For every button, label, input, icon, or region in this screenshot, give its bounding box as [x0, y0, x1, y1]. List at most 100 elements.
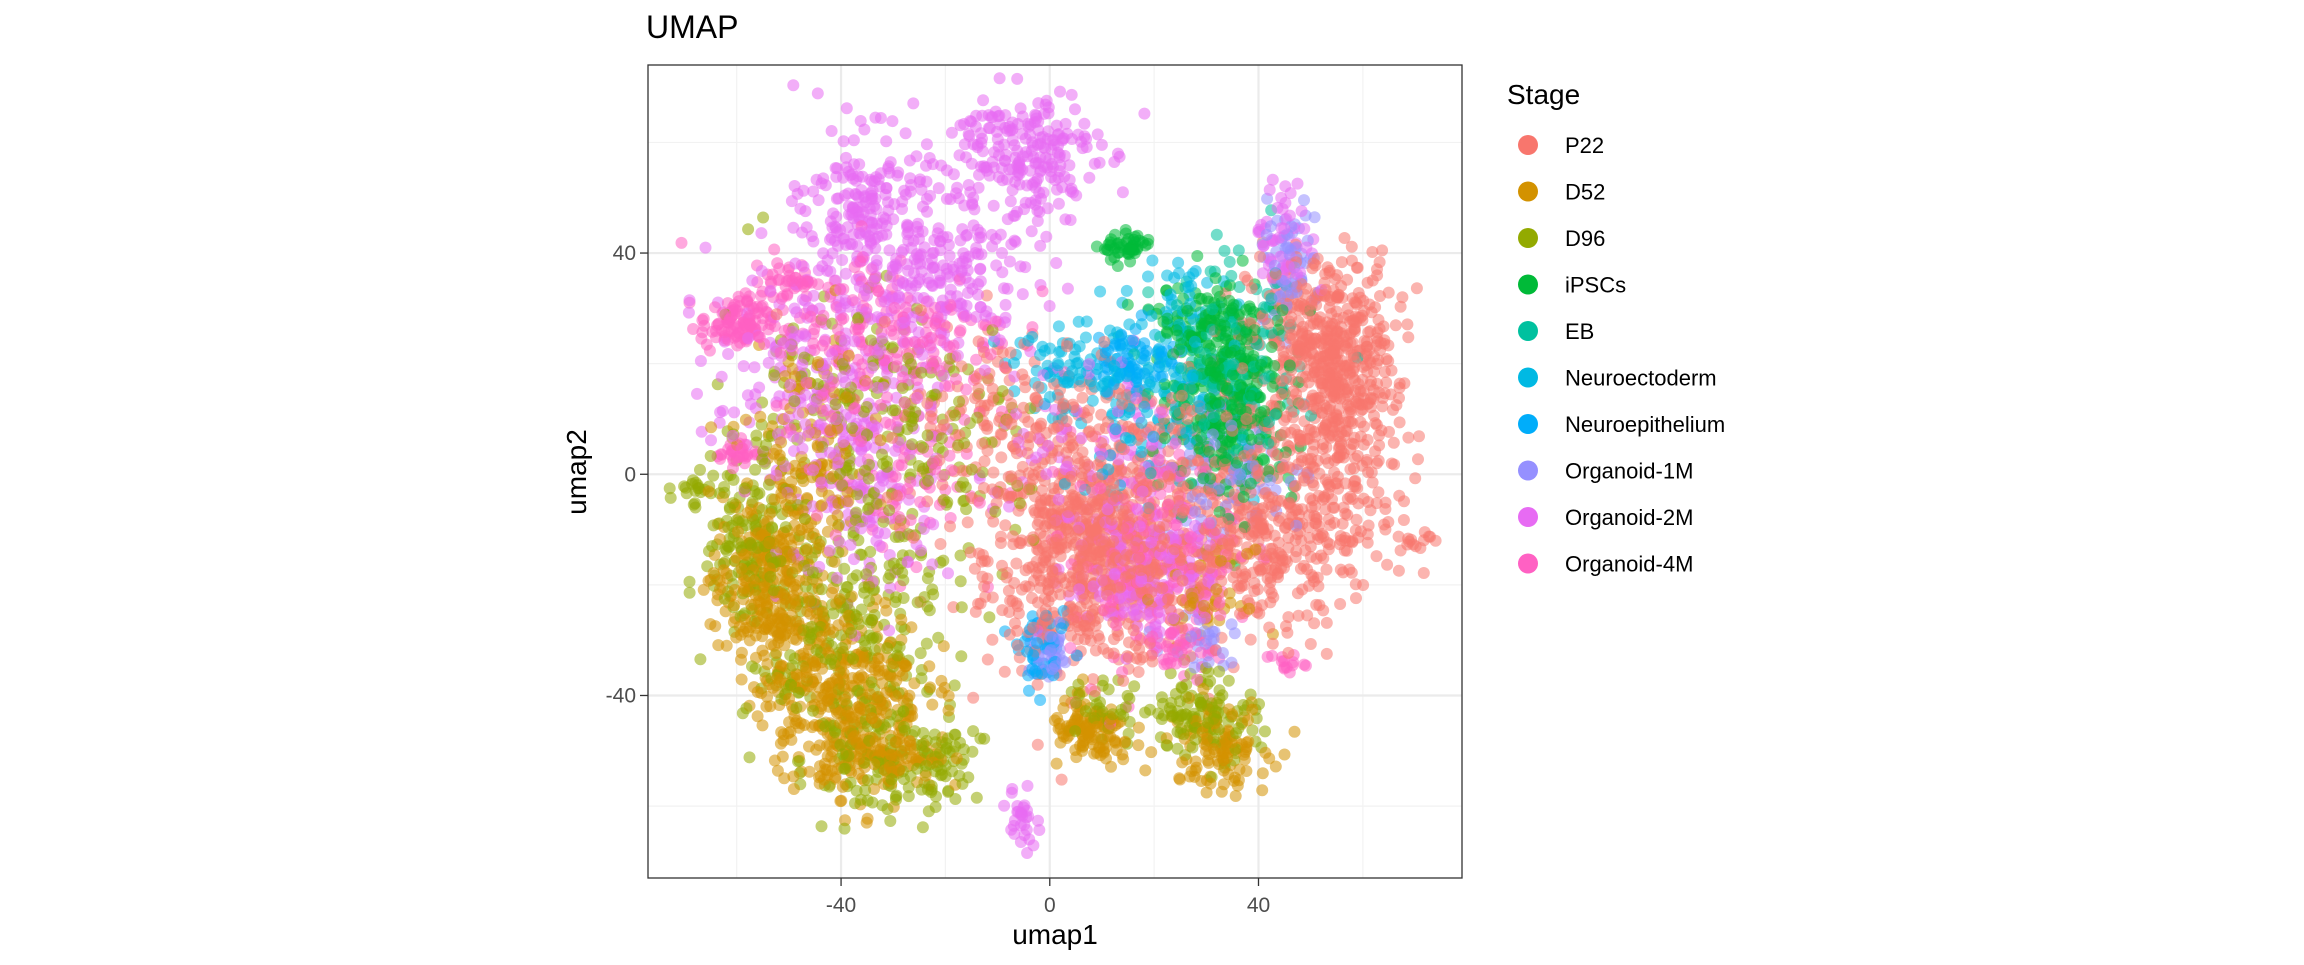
scatter-point-neuroectoderm — [1080, 332, 1092, 344]
scatter-point-p22 — [1398, 377, 1410, 389]
scatter-point-d52 — [777, 751, 789, 763]
scatter-point-p22 — [1418, 534, 1430, 546]
scatter-point-neuroectoderm — [1081, 316, 1093, 328]
scatter-point-organoid-2m — [1078, 118, 1090, 130]
scatter-point-organoid-2m — [977, 94, 989, 106]
scatter-point-organoid-2m — [1117, 186, 1129, 198]
scatter-point-p22 — [1007, 530, 1019, 542]
scatter-point-organoid-2m — [926, 558, 938, 570]
scatter-point-d96 — [926, 780, 938, 792]
scatter-point-p22 — [1334, 598, 1346, 610]
scatter-point-d96 — [742, 223, 754, 235]
scatter-point-organoid-2m — [1050, 257, 1062, 269]
scatter-point-organoid-2m — [787, 79, 799, 91]
scatter-point-p22 — [1373, 455, 1385, 467]
scatter-point-organoid-4m — [1037, 285, 1049, 297]
scatter-point-organoid-2m — [1042, 202, 1054, 214]
scatter-point-d52 — [923, 660, 935, 672]
scatter-point-p22 — [995, 451, 1007, 463]
scatter-point-p22 — [1386, 365, 1398, 377]
scatter-point-neuroectoderm — [1173, 267, 1185, 279]
scatter-point-p22 — [1245, 634, 1257, 646]
scatter-point-neuroectoderm — [1142, 271, 1154, 283]
scatter-point-d96 — [684, 576, 696, 588]
scatter-point-d52 — [1230, 790, 1242, 802]
scatter-point-p22 — [1371, 550, 1383, 562]
scatter-point-d52 — [705, 421, 717, 433]
scatter-point-d96 — [923, 805, 935, 817]
scatter-point-organoid-2m — [1008, 210, 1020, 222]
scatter-point-organoid-2m — [990, 259, 1002, 271]
scatter-point-organoid-2m — [840, 152, 852, 164]
scatter-point-organoid-2m — [738, 360, 750, 372]
scatter-point-organoid-2m — [705, 434, 717, 446]
scatter-point-d96 — [1180, 679, 1192, 691]
scatter-point-p22 — [1346, 241, 1358, 253]
scatter-point-d52 — [788, 783, 800, 795]
scatter-point-organoid-2m — [1044, 300, 1056, 312]
scatter-point-organoid-2m — [1017, 288, 1029, 300]
scatter-point-p22 — [978, 580, 990, 592]
scatter-point-p22 — [1280, 620, 1292, 632]
scatter-point-p22 — [987, 592, 999, 604]
scatter-point-d96 — [1103, 683, 1115, 695]
scatter-point-d96 — [1223, 675, 1235, 687]
scatter-point-neuroectoderm — [1146, 255, 1158, 267]
scatter-point-d52 — [936, 687, 948, 699]
scatter-point-ipscs — [1191, 250, 1203, 262]
scatter-point-organoid-2m — [951, 182, 963, 194]
scatter-point-organoid-2m — [934, 269, 946, 281]
scatter-point-d96 — [757, 212, 769, 224]
scatter-point-organoid-2m — [1083, 172, 1095, 184]
scatter-point-p22 — [975, 598, 987, 610]
scatter-point-organoid-2m — [700, 242, 712, 254]
scatter-point-p22 — [1393, 565, 1405, 577]
scatter-point-eb — [1233, 244, 1245, 256]
scatter-point-organoid-2m — [1138, 108, 1150, 120]
scatter-point-p22 — [1336, 256, 1348, 268]
scatter-point-organoid-2m — [838, 135, 850, 147]
scatter-point-d96 — [917, 821, 929, 833]
scatter-point-organoid-2m — [1062, 283, 1074, 295]
scatter-point-eb — [1211, 229, 1223, 241]
scatter-point-organoid-2m — [986, 240, 998, 252]
scatter-point-organoid-2m — [1006, 787, 1018, 799]
scatter-point-p22 — [1087, 673, 1099, 685]
scatter-point-p22 — [982, 654, 994, 666]
scatter-point-organoid-2m — [1267, 174, 1279, 186]
scatter-point-organoid-2m — [942, 567, 954, 579]
scatter-point-d52 — [1116, 749, 1128, 761]
scatter-point-eb — [1142, 286, 1154, 298]
scatter-point-d96 — [938, 494, 950, 506]
scatter-point-organoid-2m — [976, 133, 988, 145]
scatter-point-p22 — [1396, 291, 1408, 303]
scatter-point-p22 — [1390, 319, 1402, 331]
scatter-point-organoid-2m — [954, 149, 966, 161]
scatter-point-p22 — [1242, 274, 1254, 286]
scatter-point-organoid-4m — [676, 237, 688, 249]
scatter-point-p22 — [1056, 774, 1068, 786]
scatter-point-p22 — [1387, 404, 1399, 416]
scatter-point-d96 — [865, 335, 877, 347]
scatter-point-p22 — [1402, 331, 1414, 343]
scatter-point-organoid-2m — [941, 193, 953, 205]
scatter-point-organoid-2m — [905, 186, 917, 198]
scatter-point-organoid-2m — [716, 371, 728, 383]
scatter-point-organoid-2m — [848, 134, 860, 146]
scatter-point-d96 — [1128, 680, 1140, 692]
scatter-point-organoid-4m — [768, 244, 780, 256]
scatter-point-organoid-4m — [960, 384, 972, 396]
scatter-point-p22 — [1382, 516, 1394, 528]
scatter-point-organoid-2m — [921, 206, 933, 218]
scatter-point-d52 — [704, 618, 716, 630]
scatter-point-p22 — [1026, 592, 1038, 604]
scatter-point-ipscs — [1212, 285, 1224, 297]
scatter-point-organoid-2m — [1092, 128, 1104, 140]
scatter-point-d52 — [803, 741, 815, 753]
scatter-point-ipscs — [1237, 255, 1249, 267]
scatter-point-neuroectoderm — [1172, 257, 1184, 269]
scatter-point-organoid-2m — [988, 200, 1000, 212]
scatter-point-p22 — [1365, 504, 1377, 516]
scatter-point-organoid-2m — [907, 97, 919, 109]
scatter-point-organoid-2m — [1096, 139, 1108, 151]
